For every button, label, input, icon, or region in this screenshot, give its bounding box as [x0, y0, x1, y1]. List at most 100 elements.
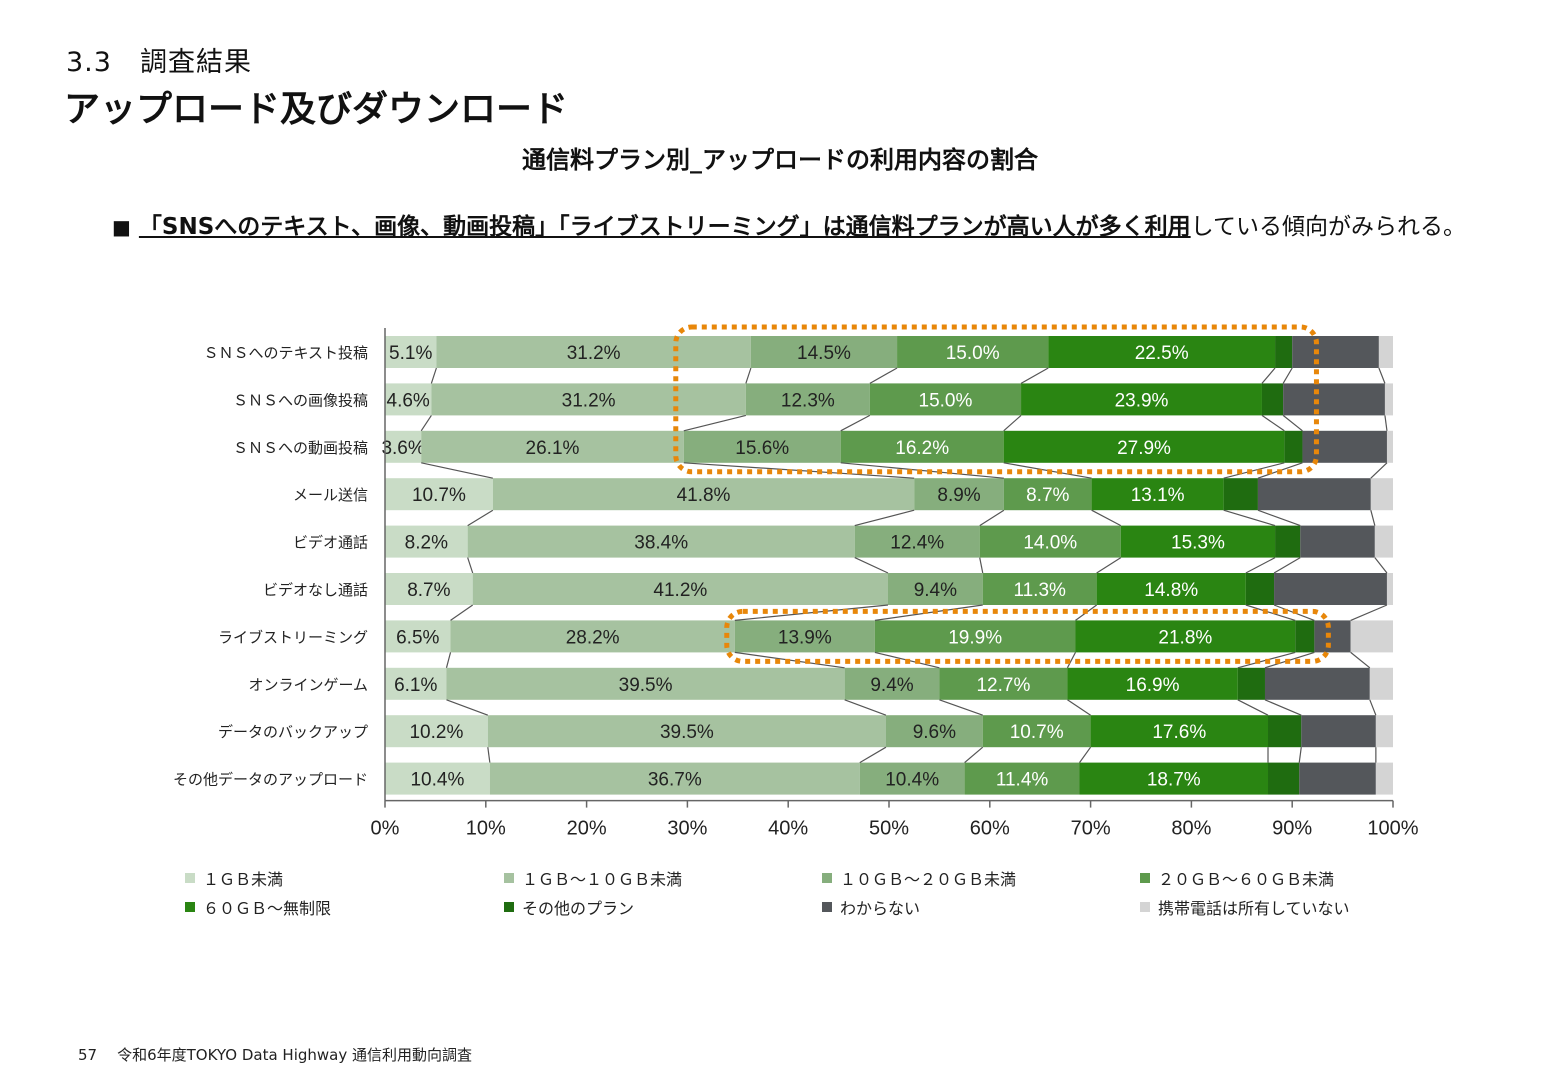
data-label: 8.2% [405, 533, 448, 554]
data-label: 26.1% [526, 438, 580, 459]
legend-label: １ＧＢ～１０ＧＢ未満 [522, 870, 683, 889]
summary-emphasis: 「SNSへのテキスト、画像、動画投稿」「ライブストリーミング」は通信料プランが高… [138, 214, 1191, 240]
series-connector [869, 367, 898, 384]
legend-label: わからない [840, 899, 921, 918]
bar-segment [964, 762, 1080, 795]
bar-segment [1375, 715, 1393, 748]
category-label: ＳＮＳへの画像投稿 [233, 391, 368, 409]
series-connector [1091, 509, 1122, 527]
bar-segment [859, 762, 965, 795]
bar-segment [1003, 430, 1285, 463]
x-tick-label: 70% [1071, 818, 1111, 840]
legend-swatch [504, 902, 514, 912]
x-tick-label: 40% [768, 818, 808, 840]
bar-segment [385, 525, 468, 558]
data-label: 19.9% [948, 627, 1002, 648]
bar-segment [745, 383, 870, 416]
legend-swatch [185, 873, 195, 883]
data-label: 15.3% [1171, 533, 1225, 554]
bar-segment [385, 478, 493, 511]
bar-segment [1021, 383, 1262, 416]
series-connector [1237, 699, 1269, 716]
series-connector [421, 462, 493, 479]
series-connector [1020, 367, 1049, 384]
data-label: 9.4% [870, 675, 913, 696]
x-tick-label: 10% [466, 818, 506, 840]
x-tick-label: 30% [667, 818, 707, 840]
bar-segment [1386, 573, 1393, 605]
category-label: ビデオ通話 [293, 534, 368, 552]
bar-segment [1003, 478, 1092, 511]
data-label: 14.0% [1023, 533, 1077, 554]
bar-segment [431, 383, 746, 416]
data-label: 18.7% [1147, 770, 1201, 791]
bar-segment [487, 715, 886, 748]
bar-segment [1090, 715, 1269, 748]
bar-segment [446, 667, 845, 700]
series-connector [487, 747, 491, 763]
bar-segment [1384, 383, 1393, 416]
data-label: 39.5% [660, 722, 714, 743]
series-connector [840, 462, 1004, 479]
data-label: 4.6% [387, 390, 430, 411]
bar-segment [467, 525, 855, 558]
bar-segment [683, 430, 841, 463]
bar-segment [734, 620, 875, 653]
data-label: 8.7% [407, 580, 450, 601]
bar-segment [1370, 478, 1393, 511]
series-connector [420, 415, 432, 432]
series-connector [1369, 699, 1377, 716]
data-label: 14.5% [797, 343, 851, 364]
series-connector [450, 604, 474, 621]
series-connector [840, 414, 871, 432]
series-connector [1096, 557, 1122, 574]
bar-segment [982, 573, 1097, 605]
footer: 57 令和6年度TOKYO Data Highway 通信利用動向調査 [78, 1044, 472, 1065]
legend-item: わからない [822, 895, 920, 919]
legend-swatch [185, 902, 195, 912]
series-connector [1350, 651, 1371, 669]
data-label: 10.4% [410, 770, 464, 791]
data-label: 13.1% [1131, 485, 1185, 506]
legend-swatch [822, 902, 832, 912]
x-tick-label: 50% [869, 818, 909, 840]
series-connector [874, 604, 983, 621]
series-connector [939, 699, 983, 716]
series-connector [430, 367, 437, 384]
series-connector [854, 557, 889, 574]
data-label: 5.1% [389, 343, 432, 364]
bar-segment [1350, 620, 1393, 653]
legend-item: 携帯電話は所有していない [1140, 895, 1350, 919]
data-label: 11.3% [1013, 580, 1066, 601]
data-label: 10.2% [409, 722, 463, 743]
category-label: オンラインゲーム [248, 676, 368, 694]
bar-segment [385, 762, 490, 795]
summary-text: ■ 「SNSへのテキスト、画像、動画投稿」「ライブストリーミング」は通信料プランが… [112, 207, 1466, 241]
data-label: 13.9% [778, 627, 832, 648]
bar-segment [1284, 430, 1303, 463]
data-label: 15.0% [919, 390, 973, 411]
series-connector [467, 509, 494, 527]
category-label: データのバックアップ [218, 723, 368, 741]
series-connector [1282, 414, 1303, 432]
category-label: ＳＮＳへの動画投稿 [233, 439, 368, 457]
series-connector [1245, 604, 1296, 621]
series-connector [964, 746, 984, 764]
series-connector [1079, 746, 1092, 763]
category-label: ビデオなし通話 [263, 581, 368, 599]
legend-label: １ＧＢ未満 [203, 870, 284, 889]
series-connector [1384, 415, 1388, 431]
data-label: 10.7% [1010, 722, 1064, 743]
bar-segment [1378, 336, 1393, 368]
bar-segment [844, 667, 940, 700]
series-connector [445, 652, 452, 668]
x-tick-label: 90% [1272, 818, 1312, 840]
data-label: 17.6% [1152, 722, 1206, 743]
series-connector [467, 557, 474, 574]
data-label: 6.1% [394, 675, 437, 696]
bar-segment [982, 715, 1091, 748]
data-label: 12.4% [890, 533, 944, 554]
bar-segment [385, 383, 432, 416]
series-connector [1298, 747, 1302, 763]
bar-segment [869, 383, 1022, 416]
